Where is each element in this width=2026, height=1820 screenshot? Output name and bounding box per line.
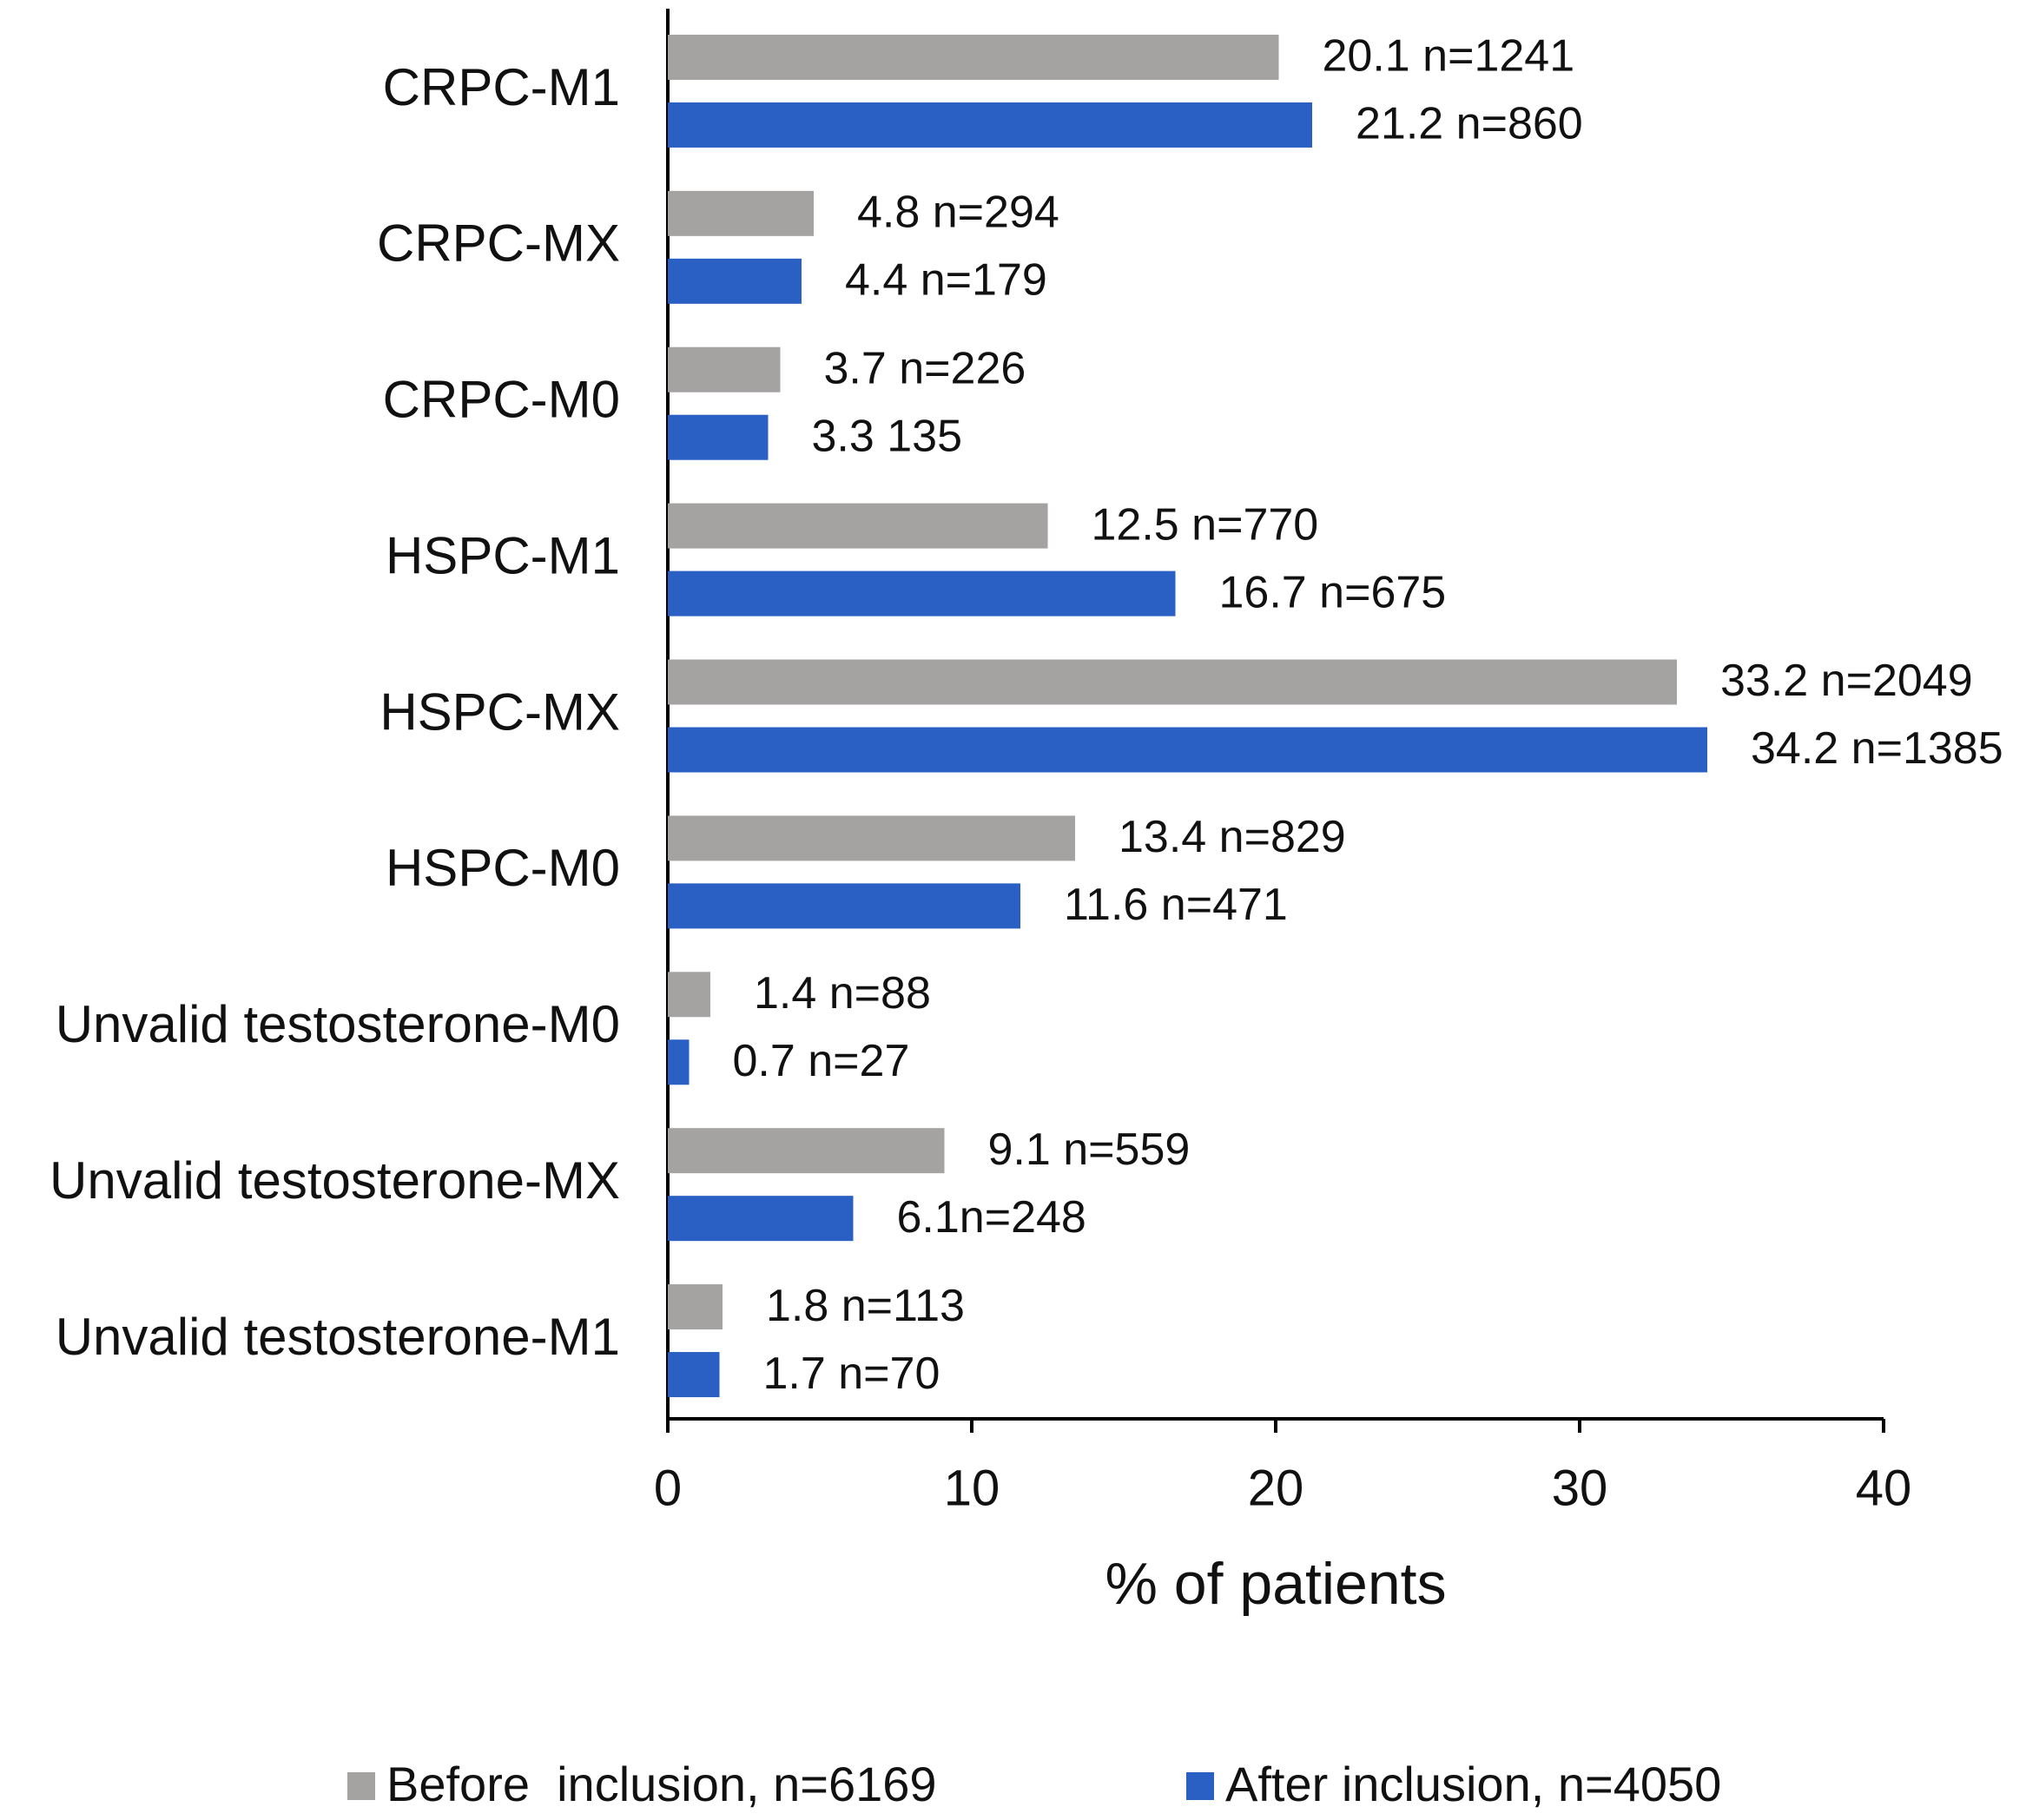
legend-label: Before inclusion, n=6169 — [386, 1757, 937, 1811]
bar — [668, 414, 769, 460]
y-tick-label: Unvalid testosterone-M0 — [56, 995, 620, 1053]
x-tick-label: 30 — [1552, 1460, 1608, 1516]
bar — [668, 727, 1707, 773]
value-label: 20.1 n=1241 — [1323, 31, 1575, 82]
bar — [668, 190, 814, 236]
value-label: 3.7 n=226 — [824, 343, 1026, 393]
y-tick-label: CRPC-M0 — [383, 371, 620, 429]
value-label: 4.4 n=179 — [845, 255, 1047, 306]
legend-label: After inclusion, n=4050 — [1225, 1757, 1721, 1811]
bar — [668, 883, 1020, 929]
x-tick-label: 0 — [654, 1460, 682, 1516]
value-label: 0.7 n=27 — [733, 1036, 910, 1086]
value-label: 4.8 n=294 — [857, 188, 1059, 238]
value-label: 16.7 n=675 — [1219, 567, 1447, 617]
value-label: 1.7 n=70 — [763, 1349, 940, 1399]
bar — [668, 503, 1048, 549]
value-label: 21.2 n=860 — [1356, 99, 1583, 149]
bar — [668, 570, 1176, 617]
bar — [668, 34, 1279, 80]
value-label: 6.1n=248 — [897, 1192, 1086, 1243]
y-tick-label: Unvalid testosterone-M1 — [56, 1308, 620, 1366]
value-label: 34.2 n=1385 — [1751, 723, 2003, 774]
x-tick-label: 40 — [1856, 1460, 1912, 1516]
bar — [668, 1284, 723, 1330]
bar — [668, 1196, 854, 1242]
legend-swatch — [347, 1772, 375, 1800]
value-label: 1.4 n=88 — [754, 968, 931, 1019]
bar — [668, 102, 1312, 148]
bar — [668, 1128, 945, 1174]
bar — [668, 258, 802, 304]
bar — [668, 346, 781, 392]
bar — [668, 659, 1677, 705]
value-label: 9.1 n=559 — [988, 1124, 1191, 1175]
y-tick-label: Unvalid testosterone-MX — [49, 1151, 620, 1210]
y-tick-label: CRPC-MX — [377, 214, 620, 273]
value-label: 3.3 135 — [812, 411, 963, 461]
y-tick-label: HSPC-MX — [379, 682, 620, 741]
x-axis-title: % of patients — [1105, 1551, 1446, 1617]
value-label: 33.2 n=2049 — [1720, 656, 1973, 706]
bar — [668, 972, 710, 1018]
value-label: 12.5 n=770 — [1092, 499, 1319, 550]
bar — [668, 1039, 690, 1085]
y-tick-label: CRPC-M1 — [383, 58, 620, 116]
x-tick-label: 10 — [944, 1460, 1000, 1516]
value-label: 1.8 n=113 — [766, 1281, 965, 1331]
y-tick-label: HSPC-M0 — [386, 839, 620, 897]
legend-swatch — [1186, 1772, 1214, 1800]
value-label: 13.4 n=829 — [1119, 812, 1346, 862]
y-tick-label: HSPC-M1 — [386, 526, 620, 584]
value-label: 11.6 n=471 — [1064, 880, 1288, 930]
bar — [668, 815, 1075, 861]
x-tick-label: 20 — [1248, 1460, 1304, 1516]
bar — [668, 1352, 720, 1398]
